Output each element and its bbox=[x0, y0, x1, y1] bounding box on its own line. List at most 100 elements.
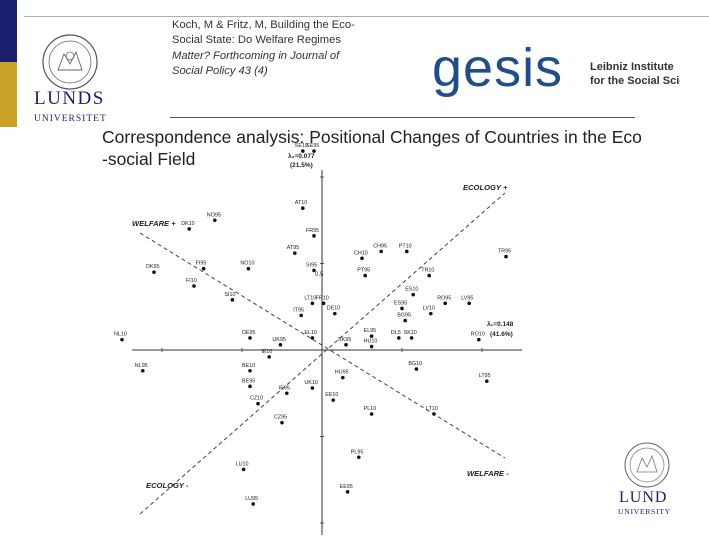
data-point bbox=[360, 256, 364, 261]
data-point bbox=[301, 206, 305, 210]
point-label: NO95 bbox=[207, 212, 221, 218]
data-point bbox=[248, 384, 252, 389]
sidebar-gold-band bbox=[0, 62, 17, 127]
point-label: CZ10 bbox=[250, 396, 263, 402]
point-label: LV10 bbox=[423, 306, 435, 312]
citation-line: Social Policy 43 (4) bbox=[172, 64, 268, 77]
point-label: CH95 bbox=[373, 243, 387, 249]
data-point bbox=[213, 218, 217, 223]
point-label: RO10 bbox=[471, 332, 485, 338]
point-label: IE95 bbox=[279, 385, 290, 391]
citation-line: Social State: Do Welfare Regimes bbox=[172, 34, 341, 47]
gesis-subtitle-2: for the Social Sciences bbox=[590, 75, 680, 87]
data-point bbox=[400, 306, 404, 311]
point-label: LV95 bbox=[461, 295, 473, 301]
data-point bbox=[344, 343, 348, 347]
ecology-plus-label: ECOLOGY + bbox=[463, 183, 508, 192]
data-point bbox=[301, 149, 305, 153]
data-point bbox=[429, 311, 433, 316]
point-label: DK95 bbox=[146, 264, 160, 270]
seal-figure-icon bbox=[57, 50, 83, 71]
point-label: PL95 bbox=[351, 449, 364, 455]
point-label: PT10 bbox=[399, 243, 412, 249]
chart-diagonals bbox=[139, 192, 506, 515]
data-point bbox=[477, 337, 481, 342]
data-point bbox=[310, 386, 315, 390]
lund-university-logo-top: LUNDS UNIVERSITET bbox=[34, 34, 106, 124]
data-point bbox=[120, 337, 124, 342]
lund-subtitle-bottom: UNIVERSITY bbox=[618, 507, 671, 516]
sidebar-bar bbox=[0, 0, 17, 127]
point-label: NL95 bbox=[135, 363, 148, 369]
welfare-diagonal-line bbox=[139, 232, 506, 459]
point-label: PT95 bbox=[357, 268, 370, 274]
data-point bbox=[333, 311, 337, 316]
data-point bbox=[312, 234, 316, 238]
seal-outer-ring bbox=[624, 442, 670, 488]
point-label: EL10 bbox=[304, 330, 317, 336]
data-point bbox=[467, 301, 472, 306]
data-point bbox=[192, 284, 196, 288]
data-point bbox=[312, 149, 316, 153]
lambda2-label: λ₂=0.077 bbox=[288, 152, 315, 160]
data-point bbox=[230, 298, 235, 302]
citation-line: Koch, M & Fritz, M, Building the Eco- bbox=[172, 19, 355, 31]
data-point bbox=[187, 227, 191, 231]
slide-title-line: Correspondence analysis: Positional Chan… bbox=[102, 127, 642, 147]
point-label: FR95 bbox=[306, 228, 319, 234]
data-point bbox=[485, 379, 489, 383]
data-point bbox=[443, 301, 448, 306]
point-label: HU10 bbox=[364, 339, 378, 345]
data-point bbox=[310, 336, 315, 340]
data-point bbox=[256, 401, 260, 406]
lambda2-percent: (21.5%) bbox=[290, 162, 313, 169]
point-label: BE95 bbox=[242, 378, 255, 384]
data-point bbox=[345, 490, 350, 494]
point-label: TR95 bbox=[498, 249, 511, 255]
point-label: ES10 bbox=[405, 287, 418, 293]
point-label: BG95 bbox=[397, 313, 411, 319]
header-rule bbox=[24, 16, 709, 17]
point-label: EE95 bbox=[340, 484, 353, 490]
point-label: LT10 bbox=[304, 295, 316, 301]
point-label: SI95 bbox=[306, 262, 317, 268]
point-label: LT10 bbox=[426, 406, 438, 412]
point-label: LT95 bbox=[479, 373, 491, 379]
title-rule bbox=[170, 117, 635, 118]
lambda1-percent: (41.6%) bbox=[490, 331, 513, 338]
data-point bbox=[397, 336, 401, 340]
point-label: SK10 bbox=[404, 330, 417, 336]
ecology-minus-label: ECOLOGY - bbox=[146, 481, 189, 490]
data-point bbox=[201, 266, 206, 271]
citation-line: Matter? Forthcoming in Journal of bbox=[172, 49, 340, 62]
point-label: SI10 bbox=[224, 292, 235, 298]
point-label: DK10 bbox=[181, 221, 195, 227]
data-point bbox=[369, 344, 374, 349]
data-point bbox=[409, 336, 414, 340]
slide-title-line: -social Field bbox=[102, 149, 196, 169]
data-point bbox=[310, 301, 315, 306]
citation: Koch, M & Fritz, M, Building the Eco- So… bbox=[172, 18, 372, 79]
lambda1-label: λ₁=0.148 bbox=[487, 320, 514, 328]
data-point bbox=[414, 367, 419, 371]
data-point bbox=[280, 420, 284, 425]
data-point bbox=[278, 343, 283, 347]
lund-university-logo-bottom: LUND UNIVERSITY bbox=[618, 442, 671, 516]
seal-inner-ring bbox=[629, 447, 665, 483]
data-point bbox=[411, 292, 416, 297]
data-point bbox=[285, 391, 289, 396]
chart-annotations: λ₂=0.077 (21.5%) λ₁=0.148 (41.6%) 0.5 ECOLOGY… bbox=[132, 152, 514, 490]
point-label: EE10 bbox=[325, 392, 338, 398]
seal-outer-ring bbox=[42, 34, 98, 90]
data-point bbox=[246, 266, 251, 271]
point-label: IE10 bbox=[261, 349, 272, 355]
point-label: NO10 bbox=[240, 261, 254, 267]
data-point bbox=[241, 467, 246, 472]
data-point bbox=[341, 375, 345, 380]
point-label: DE10 bbox=[327, 306, 341, 312]
point-label: SE10 bbox=[295, 143, 308, 149]
point-label: FI95 bbox=[196, 261, 207, 267]
point-label: CH10 bbox=[354, 250, 368, 256]
